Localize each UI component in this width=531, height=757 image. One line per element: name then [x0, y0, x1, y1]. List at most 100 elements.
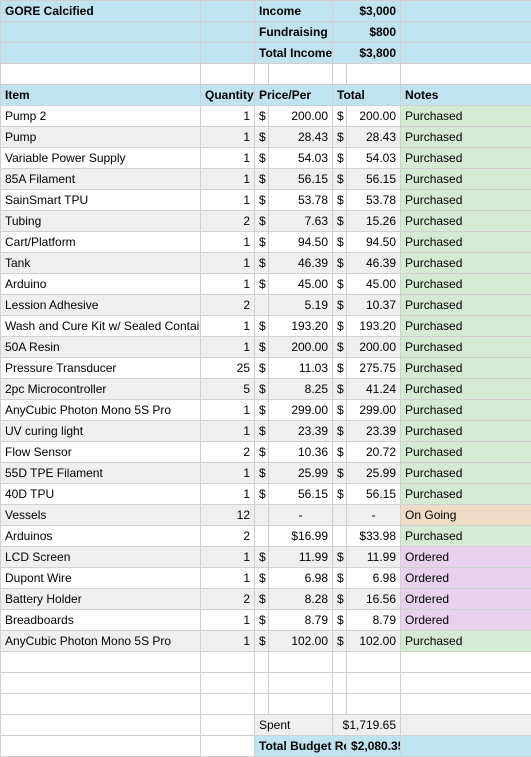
cell-total-sign: $ — [333, 127, 347, 148]
cell-note: Purchased — [401, 253, 531, 274]
cell-item: Variable Power Supply — [1, 148, 201, 169]
cell-total-sign: $ — [333, 463, 347, 484]
cell-note: Purchased — [401, 400, 531, 421]
cell-price: 102.00 — [269, 631, 333, 652]
cell-price-sign: $ — [255, 400, 269, 421]
cell-note: Purchased — [401, 337, 531, 358]
cell-price-sign: $ — [255, 253, 269, 274]
cell-price: $16.99 — [269, 526, 333, 547]
cell-price-sign: $ — [255, 148, 269, 169]
cell-note: Purchased — [401, 421, 531, 442]
cell-total: 11.99 — [347, 547, 401, 568]
cell-total-sign: $ — [333, 400, 347, 421]
cell-item: Tank — [1, 253, 201, 274]
cell-item: Wash and Cure Kit w/ Sealed Container — [1, 316, 201, 337]
cell-qty: 1 — [201, 568, 255, 589]
cell-total-sign: $ — [333, 610, 347, 631]
cell-price: 193.20 — [269, 316, 333, 337]
cell-note: Ordered — [401, 568, 531, 589]
cell-item: 2pc Microcontroller — [1, 379, 201, 400]
cell-total: 20.72 — [347, 442, 401, 463]
cell-total-sign: $ — [333, 253, 347, 274]
cell-total: 94.50 — [347, 232, 401, 253]
cell-total-sign: $ — [333, 358, 347, 379]
cell-price: 8.79 — [269, 610, 333, 631]
cell-note: Ordered — [401, 547, 531, 568]
cell-price: 11.03 — [269, 358, 333, 379]
cell-item: 85A Filament — [1, 169, 201, 190]
cell-qty: 1 — [201, 106, 255, 127]
remaining-label: Total Budget Remaining — [255, 736, 347, 757]
cell-price: 53.78 — [269, 190, 333, 211]
cell-total: 56.15 — [347, 484, 401, 505]
col-item: Item — [1, 85, 201, 106]
cell-note: Purchased — [401, 211, 531, 232]
cell-item: SainSmart TPU — [1, 190, 201, 211]
cell-price-sign: $ — [255, 358, 269, 379]
cell-price-sign — [255, 505, 269, 526]
cell-qty: 1 — [201, 400, 255, 421]
cell-item: Cart/Platform — [1, 232, 201, 253]
cell-qty: 5 — [201, 379, 255, 400]
cell-total-sign: $ — [333, 421, 347, 442]
cell-total: 46.39 — [347, 253, 401, 274]
cell-qty: 1 — [201, 610, 255, 631]
cell-qty: 2 — [201, 526, 255, 547]
cell-price-sign: $ — [255, 190, 269, 211]
cell-note: Purchased — [401, 169, 531, 190]
cell-qty: 1 — [201, 274, 255, 295]
cell-item: 55D TPE Filament — [1, 463, 201, 484]
cell-qty: 1 — [201, 547, 255, 568]
cell-total-sign: $ — [333, 589, 347, 610]
budget-table: GORE CalcifiedIncome$3,000Fundraising$80… — [0, 0, 531, 757]
cell-price-sign: $ — [255, 589, 269, 610]
cell-item: 50A Resin — [1, 337, 201, 358]
cell-price: 6.98 — [269, 568, 333, 589]
cell-price: 8.28 — [269, 589, 333, 610]
cell-note: Purchased — [401, 148, 531, 169]
cell-total: 8.79 — [347, 610, 401, 631]
cell-price-sign: $ — [255, 169, 269, 190]
cell-item: Tubing — [1, 211, 201, 232]
cell-total: 28.43 — [347, 127, 401, 148]
cell-price-sign: $ — [255, 232, 269, 253]
cell-qty: 1 — [201, 421, 255, 442]
cell-qty: 1 — [201, 148, 255, 169]
cell-total-sign: $ — [333, 442, 347, 463]
cell-price-sign: $ — [255, 316, 269, 337]
cell-price-sign: $ — [255, 274, 269, 295]
cell-total: 41.24 — [347, 379, 401, 400]
cell-qty: 12 — [201, 505, 255, 526]
cell-price: 23.39 — [269, 421, 333, 442]
cell-total-sign: $ — [333, 484, 347, 505]
cell-qty: 1 — [201, 127, 255, 148]
cell-price: 45.00 — [269, 274, 333, 295]
cell-note: On Going — [401, 505, 531, 526]
cell-total: 45.00 — [347, 274, 401, 295]
cell-item: Arduino — [1, 274, 201, 295]
col-qty: Quantity — [201, 85, 255, 106]
cell-note: Purchased — [401, 442, 531, 463]
cell-item: Pressure Transducer — [1, 358, 201, 379]
cell-total: 56.15 — [347, 169, 401, 190]
cell-price-sign: $ — [255, 631, 269, 652]
cell-qty: 1 — [201, 169, 255, 190]
cell-item: Pump — [1, 127, 201, 148]
cell-price: 56.15 — [269, 484, 333, 505]
cell-qty: 1 — [201, 253, 255, 274]
cell-qty: 2 — [201, 589, 255, 610]
cell-total-sign: $ — [333, 148, 347, 169]
cell-price-sign: $ — [255, 379, 269, 400]
cell-qty: 1 — [201, 190, 255, 211]
cell-total-sign: $ — [333, 211, 347, 232]
cell-note: Purchased — [401, 106, 531, 127]
col-price: Price/Per — [255, 85, 333, 106]
cell-price: 56.15 — [269, 169, 333, 190]
cell-total: 200.00 — [347, 106, 401, 127]
cell-qty: 2 — [201, 295, 255, 316]
cell-price: 25.99 — [269, 463, 333, 484]
cell-qty: 1 — [201, 337, 255, 358]
sheet-title: GORE Calcified — [1, 1, 201, 22]
cell-item: Dupont Wire — [1, 568, 201, 589]
cell-qty: 25 — [201, 358, 255, 379]
